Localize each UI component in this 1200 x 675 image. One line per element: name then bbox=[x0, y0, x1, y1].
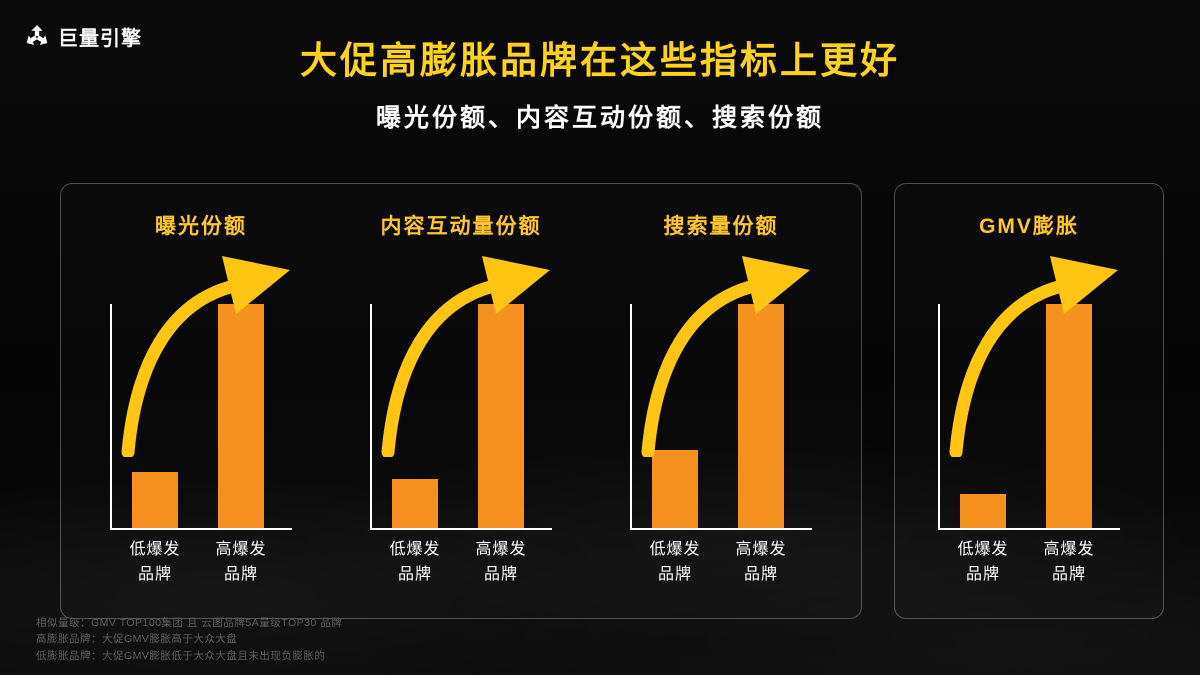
category-label-low: 低爆发 品牌 bbox=[957, 541, 1009, 583]
chart-panel-search-share: 搜索量份额 低爆发 品牌 高爆发 品牌 bbox=[591, 192, 851, 604]
category-label-high: 高爆发 品牌 bbox=[475, 541, 527, 583]
chart-panel-exposure-share: 曝光份额 低爆发 品牌 高爆发 品牌 bbox=[71, 192, 331, 604]
chart-title: 曝光份额 bbox=[155, 215, 247, 238]
plot-area: 低爆发 品牌 高爆发 品牌 bbox=[938, 256, 1120, 583]
charts-row: 曝光份额 低爆发 品牌 高爆发 品牌 内容互动量份额 bbox=[60, 183, 1164, 619]
bar-high-burst bbox=[478, 304, 524, 528]
plot-area: 低爆发 品牌 高爆发 品牌 bbox=[630, 256, 812, 583]
bar-low-burst bbox=[960, 494, 1006, 528]
bar-low-burst bbox=[132, 472, 178, 528]
category-label-low: 低爆发 品牌 bbox=[389, 541, 441, 583]
bar-chart: 低爆发 品牌 高爆发 品牌 bbox=[630, 256, 812, 583]
chart-title: GMV膨胀 bbox=[979, 215, 1079, 238]
bar-chart: 低爆发 品牌 高爆发 品牌 bbox=[110, 256, 292, 583]
footnote-line: 高膨胀品牌：大促GMV膨胀高于大众大盘 bbox=[36, 633, 238, 646]
category-label-low: 低爆发 品牌 bbox=[129, 541, 181, 583]
category-label-high: 高爆发 品牌 bbox=[735, 541, 787, 583]
footnote-line: 低膨胀品牌：大促GMV膨胀低于大众大盘且未出现负膨胀的 bbox=[36, 650, 326, 663]
page-title: 大促高膨胀品牌在这些指标上更好 bbox=[300, 40, 900, 81]
plot-area: 低爆发 品牌 高爆发 品牌 bbox=[110, 256, 292, 583]
growth-arrow-icon bbox=[121, 256, 290, 457]
bar-high-burst bbox=[738, 304, 784, 528]
ocean-engine-logo-icon bbox=[26, 24, 48, 45]
category-label-high: 高爆发 品牌 bbox=[215, 541, 267, 583]
gmv-expansion-group: GMV膨胀 低爆发 品牌 高爆发 品牌 bbox=[894, 183, 1164, 619]
footnote-line: 相似量级：GMV TOP100集团 且 云图品牌5A量级TOP30 品牌 bbox=[36, 616, 343, 629]
bar-high-burst bbox=[218, 304, 264, 528]
growth-arrow-icon bbox=[381, 256, 550, 457]
bar-chart: 低爆发 品牌 高爆发 品牌 bbox=[370, 256, 552, 583]
ocean-engine-logo: 巨量引擎 bbox=[24, 22, 142, 51]
bar-high-burst bbox=[1046, 304, 1092, 528]
bar-low-burst bbox=[652, 449, 698, 528]
plot-area: 低爆发 品牌 高爆发 品牌 bbox=[370, 256, 552, 583]
chart-title: 内容互动量份额 bbox=[380, 215, 542, 238]
page-subtitle: 曝光份额、内容互动份额、搜索份额 bbox=[375, 104, 824, 132]
growth-arrow-icon bbox=[641, 256, 810, 457]
category-label-low: 低爆发 品牌 bbox=[649, 541, 701, 583]
main-metrics-group: 曝光份额 低爆发 品牌 高爆发 品牌 内容互动量份额 bbox=[60, 183, 862, 619]
logo-text: 巨量引擎 bbox=[58, 28, 142, 50]
bar-low-burst bbox=[392, 478, 438, 528]
bar-chart: 低爆发 品牌 高爆发 品牌 bbox=[938, 256, 1120, 583]
chart-panel-content-interaction-share: 内容互动量份额 低爆发 品牌 高爆发 品牌 bbox=[331, 192, 591, 604]
footnotes: 相似量级：GMV TOP100集团 且 云图品牌5A量级TOP30 品牌 高膨胀… bbox=[36, 615, 342, 665]
chart-title: 搜索量份额 bbox=[663, 215, 779, 238]
chart-panel-gmv-expansion: GMV膨胀 低爆发 品牌 高爆发 品牌 bbox=[905, 192, 1153, 604]
growth-arrow-icon bbox=[949, 256, 1118, 457]
category-label-high: 高爆发 品牌 bbox=[1043, 541, 1095, 583]
